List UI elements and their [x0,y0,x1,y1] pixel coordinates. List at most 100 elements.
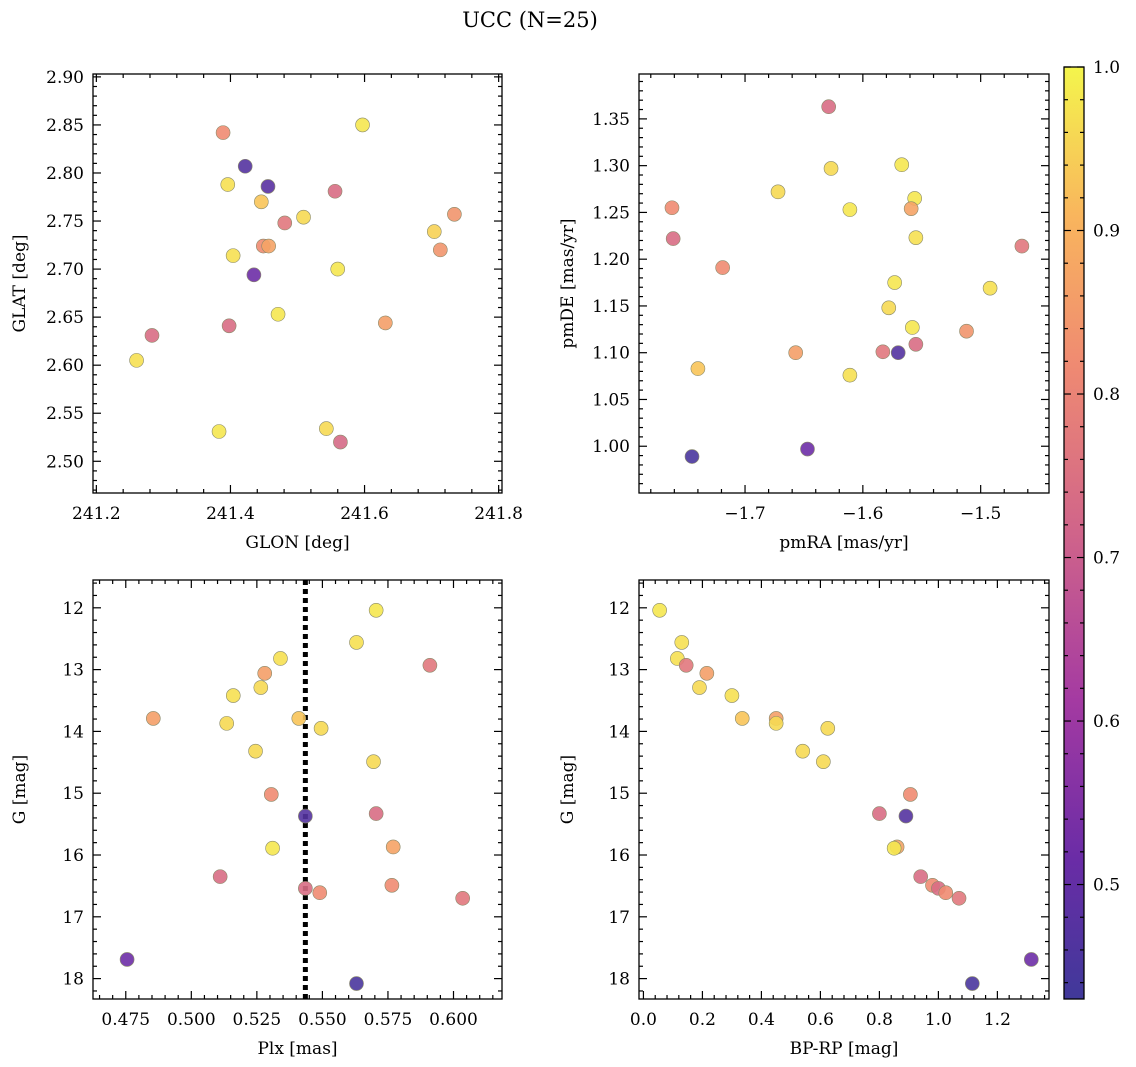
data-point [959,323,974,339]
y-tick-label: 13 [62,661,84,681]
data-point [215,125,231,140]
data-point [248,743,263,759]
data-point [652,602,667,618]
data-point [129,353,144,368]
colorbar-tick-label: 0.6 [1093,712,1120,732]
data-point [296,209,311,225]
y-tick-label: 18 [608,970,630,990]
y-tick-label: 14 [608,722,630,742]
x-tick-label: 0.0 [630,1010,657,1030]
data-point [788,345,803,361]
x-tick-label: −1.5 [960,504,1001,524]
y-tick-label: 2.75 [46,212,84,232]
data-point [965,976,980,991]
data-point [312,885,328,901]
data-point [908,336,924,352]
data-point [903,201,919,216]
x-tick-label: 0.4 [748,1010,775,1030]
x-tick-label: 0.550 [298,1010,347,1030]
data-point [894,157,910,173]
x-tick-label: −1.6 [842,504,883,524]
x-tick-label: 1.0 [925,1010,952,1030]
data-point [455,890,470,906]
data-point [219,716,235,731]
figure-title: UCC (N=25) [462,8,598,32]
data-point [291,711,307,726]
data-point [260,179,276,194]
data-point [144,328,160,343]
data-point [257,666,273,681]
data-point [433,242,448,258]
x-tick-label: 0.2 [689,1010,716,1030]
y-tick-label: 15 [608,784,630,804]
colorbar-gradient [1064,67,1084,999]
data-points [664,99,1030,464]
x-tick-label: 0.600 [429,1010,478,1030]
x-tick-label: −1.7 [724,504,765,524]
data-point [692,680,707,695]
y-tick-label: 1.20 [592,250,630,270]
y-tick-label: 17 [608,908,630,928]
data-point [1024,952,1039,967]
x-tick-label: 1.2 [984,1010,1011,1030]
data-point [220,177,236,192]
x-tick-label: 0.525 [233,1010,282,1030]
data-point [820,721,836,736]
data-point [887,275,902,290]
data-point [333,434,348,450]
data-point [349,976,364,991]
x-axis-label: pmRA [mas/yr] [779,533,908,553]
data-point [982,280,998,296]
data-point [273,651,288,666]
data-point [119,952,135,967]
data-points [129,117,462,450]
x-tick-label: 0.500 [167,1010,216,1030]
x-tick-label: 0.8 [866,1010,893,1030]
y-tick-label: 2.65 [46,308,84,328]
data-point [253,680,269,695]
data-point [237,158,253,174]
x-axis-label: Plx [mas] [257,1039,337,1059]
data-points [652,602,1039,991]
data-point [881,300,897,316]
y-tick-label: 16 [62,846,84,866]
y-tick-label: 14 [62,722,84,742]
axis-ticks [93,580,502,999]
data-point [821,99,836,115]
data-point [221,318,237,334]
data-point [298,808,313,824]
data-point [872,806,887,821]
x-tick-label: 0.575 [364,1010,413,1030]
y-tick-label: 2.80 [46,164,84,184]
y-tick-label: 2.50 [46,452,84,472]
y-tick-label: 2.55 [46,404,84,424]
y-tick-label: 1.05 [592,390,630,410]
data-point [690,361,706,376]
data-point [800,441,815,457]
data-point [298,881,313,896]
data-point [908,230,924,245]
y-tick-label: 2.70 [46,260,84,280]
axes-frame [92,73,503,494]
data-point [951,890,967,906]
y-axis-label: pmDE [mas/yr] [558,218,578,348]
x-tick-label: 241.2 [72,504,121,524]
x-tick-label: 241.4 [206,504,255,524]
data-point [678,657,694,673]
x-axis-label: GLON [deg] [245,533,349,553]
data-point [422,657,438,673]
data-point [313,721,329,736]
data-points [119,602,470,991]
x-tick-label: 241.8 [474,504,523,524]
colorbar-tick-label: 0.5 [1093,876,1120,896]
y-axis-label: G [mag] [10,755,30,824]
y-tick-label: 1.00 [592,437,630,457]
axis-ticks [639,74,1049,493]
data-point [368,602,384,618]
data-point [886,840,902,856]
data-point [699,666,715,681]
scatter-panels: 241.2 241.4 241.6 241.8 2.50 2.55 2.60 2.65 2.70… [10,68,1050,1059]
y-tick-label: 16 [608,846,630,866]
data-point [270,306,286,322]
data-point [385,839,401,855]
